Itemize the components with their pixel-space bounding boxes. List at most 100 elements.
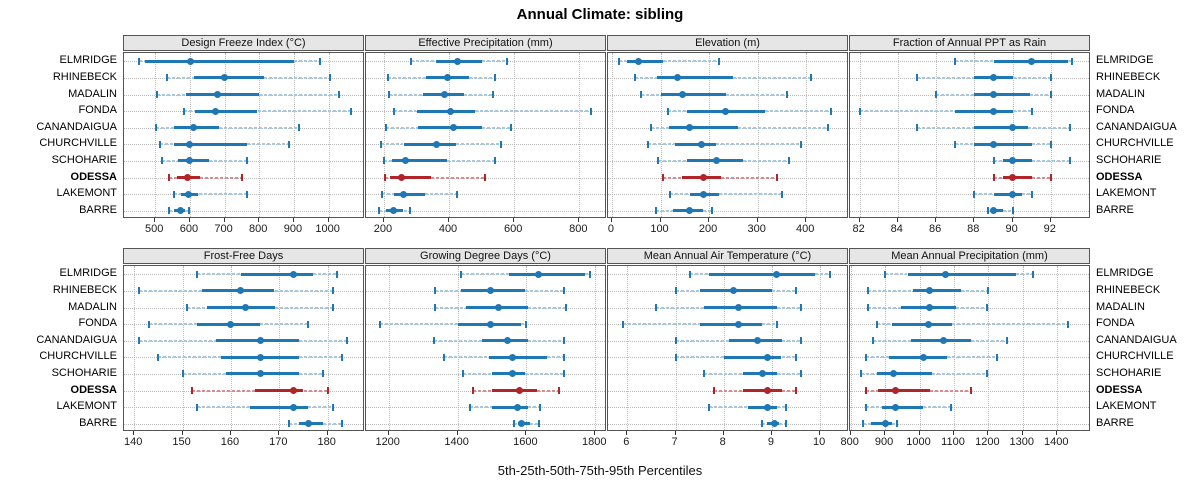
x-gridline xyxy=(820,266,822,430)
whisker-light-segment xyxy=(468,76,495,79)
whisker-light-segment xyxy=(764,110,831,113)
site-label-right-barre: BARRE xyxy=(1096,203,1134,216)
median-dot xyxy=(486,287,494,295)
whisker-end-cap xyxy=(799,304,802,311)
interquartile-bar xyxy=(907,272,1016,276)
whisker-end-cap xyxy=(240,174,243,181)
whisker-light-segment xyxy=(916,76,975,79)
whisker-light-segment xyxy=(393,110,417,113)
row-gridline xyxy=(608,423,847,425)
x-axis: 6 7 8 9 10 xyxy=(607,431,848,453)
whisker-end-cap xyxy=(539,403,542,411)
whisker-light-segment xyxy=(781,356,796,359)
whisker-light-segment xyxy=(987,209,992,212)
whisker-light-segment xyxy=(257,110,352,113)
x-tick-label: 90 xyxy=(1005,223,1018,235)
whisker-end-cap xyxy=(785,91,788,98)
median-dot xyxy=(990,107,997,115)
figure-caption: 5th-25th-50th-75th-95th Percentiles xyxy=(497,463,703,478)
x-tick xyxy=(1049,218,1051,222)
whisker-end-cap xyxy=(336,270,339,278)
whisker-end-cap xyxy=(896,420,899,428)
median-dot xyxy=(221,74,229,82)
whisker-light-segment xyxy=(952,323,1068,326)
whisker-light-segment xyxy=(529,422,539,425)
whisker-light-segment xyxy=(726,93,787,96)
interquartile-bar xyxy=(488,355,548,359)
whisker-light-segment xyxy=(867,289,913,292)
interquartile-bar xyxy=(403,142,456,146)
x-tick xyxy=(987,431,989,435)
whisker-light-segment xyxy=(867,306,901,309)
whisker-end-cap xyxy=(1069,124,1071,132)
x-tick xyxy=(973,218,975,222)
x-tick-label: 180 xyxy=(317,436,336,448)
site-label-left-lakemont: LAKEMONT xyxy=(56,187,117,200)
whisker-end-cap xyxy=(935,91,938,98)
whisker-end-cap xyxy=(1049,91,1052,98)
x-tick-label: 400 xyxy=(438,223,458,235)
x-tick xyxy=(188,218,190,222)
whisker-end-cap xyxy=(563,337,566,345)
whisker-light-segment xyxy=(463,93,493,96)
whisker-end-cap xyxy=(246,157,249,165)
site-label-right-barre: BARRE xyxy=(1096,416,1134,429)
median-dot xyxy=(256,370,264,378)
x-gridline xyxy=(388,266,390,430)
whisker-light-segment xyxy=(475,110,591,113)
interquartile-bar xyxy=(878,389,930,392)
whisker-light-segment xyxy=(1015,273,1034,276)
whisker-end-cap xyxy=(196,403,199,411)
median-dot xyxy=(891,387,899,394)
panel-title: Frost-Free Days xyxy=(203,250,284,262)
site-label-left-canandaigua: CANANDAIGUA xyxy=(36,333,117,346)
row-gridline xyxy=(124,423,363,425)
whisker-light-segment xyxy=(709,406,748,409)
whisker-end-cap xyxy=(785,403,788,411)
interquartile-bar xyxy=(881,405,923,409)
whisker-end-cap xyxy=(409,57,412,65)
x-tick xyxy=(594,431,596,435)
x-tick-label: 1100 xyxy=(941,436,965,448)
whisker-end-cap xyxy=(992,157,995,165)
median-dot xyxy=(734,304,742,311)
x-tick xyxy=(953,431,954,435)
median-dot xyxy=(924,320,932,328)
interquartile-bar xyxy=(660,93,727,96)
median-dot xyxy=(432,140,440,148)
x-gridline xyxy=(449,53,450,217)
site-label-right-canandaigua: CANANDAIGUA xyxy=(1096,120,1177,133)
whisker-end-cap xyxy=(318,57,321,65)
whisker-light-segment xyxy=(916,126,975,129)
whisker-light-segment xyxy=(1068,60,1072,63)
whisker-end-cap xyxy=(379,140,382,148)
interquartile-bar xyxy=(255,389,304,392)
whisker-end-cap xyxy=(346,337,349,345)
whisker-end-cap xyxy=(647,140,650,148)
x-gridline xyxy=(859,53,861,217)
median-dot xyxy=(256,337,264,345)
whisker-end-cap xyxy=(563,353,566,361)
site-label-right-schoharie: SCHOHARIE xyxy=(1096,366,1162,379)
interquartile-bar xyxy=(991,209,1003,213)
whisker-end-cap xyxy=(634,74,637,82)
median-dot xyxy=(729,287,737,295)
whisker-light-segment xyxy=(1012,76,1051,79)
whisker-light-segment xyxy=(662,176,683,179)
x-tick-label: 9 xyxy=(767,436,774,448)
x-tick xyxy=(525,431,527,435)
site-label-right-rhinebeck: RHINEBECK xyxy=(1096,283,1161,296)
x-tick xyxy=(292,218,294,222)
whisker-end-cap xyxy=(186,304,189,311)
whisker-light-segment xyxy=(382,193,394,196)
whisker-end-cap xyxy=(703,370,706,378)
median-dot xyxy=(721,107,729,115)
median-dot xyxy=(758,370,766,378)
site-label-left-barre: BARRE xyxy=(79,203,117,216)
whisker-light-segment xyxy=(148,323,198,326)
panel-title: Mean Annual Precipitation (mm) xyxy=(891,250,1048,262)
whisker-light-segment xyxy=(776,406,787,409)
whisker-end-cap xyxy=(500,140,503,148)
row-gridline xyxy=(124,210,363,212)
median-dot xyxy=(674,74,681,82)
